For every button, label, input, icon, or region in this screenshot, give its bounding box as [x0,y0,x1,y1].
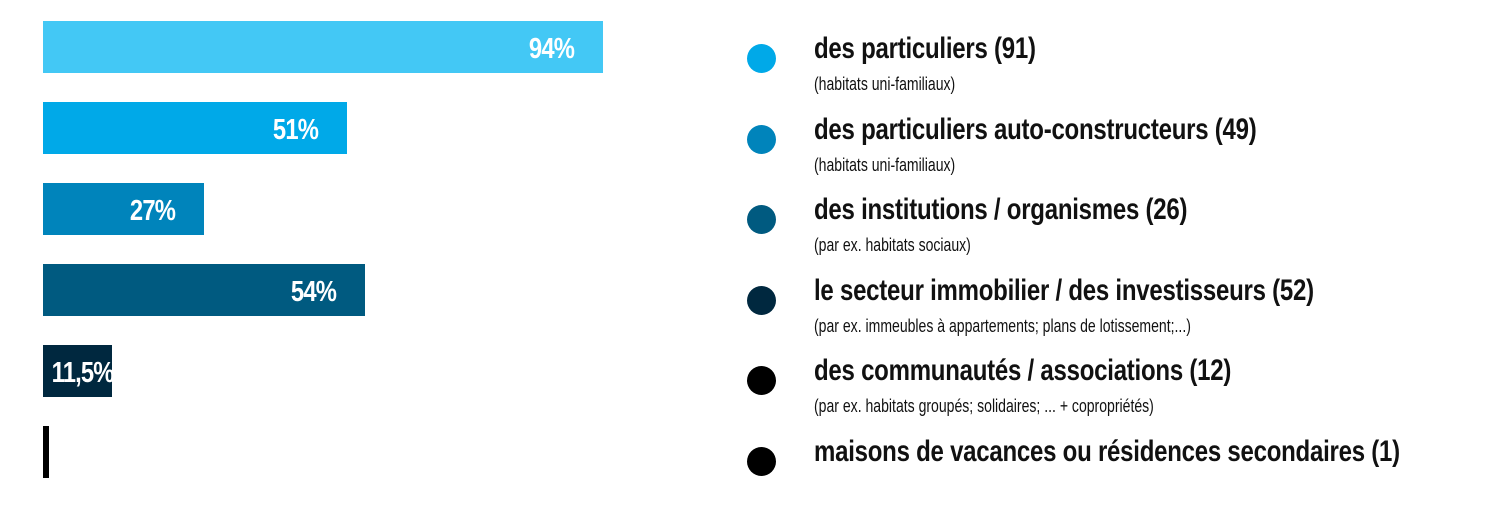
legend-marker [747,44,776,73]
legend-item-6: maisons de vacances ou résidences second… [747,435,1487,505]
bar-value-label-3: 27% [129,195,176,227]
bar-5: 11,5% [43,345,114,397]
legend-marker [747,124,776,154]
legend-marker [747,205,776,234]
legend-marker [747,285,776,315]
bar-2: 51% [43,102,347,154]
bar-3: 27% [43,183,204,235]
bar-4: 54% [43,264,365,316]
legend-subtitle: (habitats uni-familiaux) [814,74,956,94]
bar-value-label-1: 94% [528,33,575,65]
bar-value-label-4: 54% [290,276,337,308]
legend-item-1: des particuliers (91) (habitats uni-famil… [747,32,1487,102]
legend-subtitle: (par ex. immeubles à appartements; plans… [814,315,1191,336]
bar-6 [43,426,49,478]
bar-value-label-2: 51% [272,114,319,146]
legend-title: le secteur immobilier / des investisseur… [814,273,1314,307]
legend-title: des particuliers auto-constructeurs (49) [814,112,1257,146]
legend-item-2: des particuliers auto-constructeurs (49)… [747,113,1487,183]
legend-marker [747,366,776,395]
legend-marker [747,446,776,476]
legend-item-3: des institutions / organismes (26) (par e… [747,193,1487,263]
legend-item-4: le secteur immobilier / des investisseur… [747,274,1487,344]
bar-value-label-5: 11,5% [51,357,114,389]
legend-subtitle: (par ex. habitats sociaux) [814,235,971,255]
bar-1: 94% [43,21,603,73]
legend-item-5: des communautés / associations (12) (par … [747,354,1487,424]
legend-title: maisons de vacances ou résidences second… [814,434,1400,468]
legend-title: des particuliers (91) [814,32,1036,65]
legend-subtitle: (par ex. habitats groupés; solidaires; .… [814,396,1154,416]
legend-title: des institutions / organismes (26) [814,193,1188,226]
legend-subtitle: (habitats uni-familiaux) [814,154,956,175]
legend-title: des communautés / associations (12) [814,354,1232,387]
